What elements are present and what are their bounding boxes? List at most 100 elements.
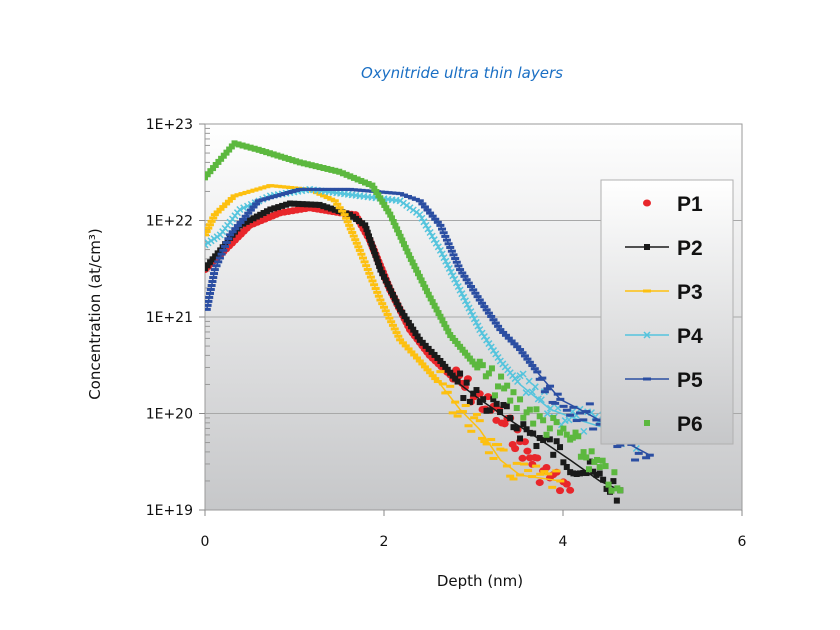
marker-dash bbox=[352, 241, 361, 245]
marker-square bbox=[376, 262, 383, 269]
marker-square bbox=[563, 431, 570, 438]
marker-dash bbox=[205, 295, 214, 299]
marker-dash bbox=[246, 208, 255, 212]
marker-dash bbox=[213, 210, 222, 214]
marker-square bbox=[563, 463, 570, 470]
marker-dash bbox=[316, 192, 325, 196]
marker-square bbox=[296, 159, 303, 166]
marker-dash bbox=[205, 233, 209, 237]
marker-square bbox=[385, 208, 392, 215]
marker-dash bbox=[452, 260, 461, 264]
marker-square bbox=[402, 244, 409, 251]
marker-x-stroke bbox=[519, 370, 527, 378]
marker-dash bbox=[212, 264, 221, 268]
marker-x-stroke bbox=[444, 261, 452, 269]
marker-square bbox=[420, 281, 427, 288]
marker-dash bbox=[487, 314, 496, 318]
legend-box bbox=[600, 179, 734, 445]
marker-square bbox=[327, 205, 334, 212]
marker-x-stroke bbox=[494, 353, 502, 362]
marker-dash bbox=[333, 202, 342, 206]
marker-dash bbox=[458, 410, 467, 414]
marker-x-stroke bbox=[240, 204, 248, 212]
marker-square bbox=[299, 201, 306, 208]
marker-square bbox=[482, 373, 489, 380]
marker-x bbox=[467, 308, 475, 316]
marker-square bbox=[457, 370, 464, 377]
marker-square bbox=[485, 370, 492, 377]
marker-x bbox=[240, 204, 248, 212]
marker-dash bbox=[362, 264, 371, 268]
marker-dash bbox=[501, 333, 510, 337]
marker-square bbox=[212, 161, 219, 168]
marker-square bbox=[399, 237, 406, 244]
marker-square bbox=[577, 470, 584, 477]
marker-dash bbox=[513, 345, 522, 349]
marker-x bbox=[420, 218, 428, 226]
marker-square bbox=[372, 251, 379, 258]
marker-square bbox=[586, 458, 593, 465]
marker-dash bbox=[451, 257, 460, 261]
marker-square bbox=[523, 426, 530, 433]
marker-square bbox=[205, 174, 208, 181]
marker-square bbox=[350, 174, 357, 181]
marker-square bbox=[339, 170, 346, 177]
marker-dash bbox=[556, 397, 565, 401]
marker-square bbox=[353, 215, 360, 222]
marker-x bbox=[483, 336, 491, 344]
chart-title: Oxynitride ultra thin layers bbox=[361, 64, 563, 82]
marker-square bbox=[365, 181, 372, 188]
marker-x bbox=[528, 388, 536, 396]
marker-x-stroke bbox=[458, 290, 466, 298]
marker-dash bbox=[643, 377, 651, 381]
marker-dash bbox=[323, 196, 332, 200]
marker-dash bbox=[438, 382, 447, 386]
marker-square bbox=[600, 476, 607, 483]
marker-dash bbox=[345, 223, 354, 227]
marker-circle bbox=[562, 480, 571, 488]
marker-square bbox=[410, 326, 417, 333]
marker-dash bbox=[404, 347, 413, 351]
legend: P1 P2 P3 P4 P5 P6 bbox=[600, 179, 734, 445]
marker-x bbox=[442, 257, 450, 265]
marker-circle bbox=[535, 479, 544, 487]
legend-item-p1: P1 bbox=[643, 193, 703, 216]
marker-square bbox=[336, 168, 343, 175]
marker-dash bbox=[210, 272, 219, 276]
marker-dash bbox=[491, 321, 500, 325]
x-tick-label: 4 bbox=[559, 534, 568, 550]
marker-square bbox=[243, 143, 250, 150]
legend-label: P3 bbox=[677, 281, 703, 304]
marker-square bbox=[412, 330, 419, 337]
marker-dash bbox=[540, 390, 549, 394]
marker-square bbox=[423, 288, 430, 295]
marker-dash bbox=[494, 443, 503, 447]
marker-dash bbox=[512, 461, 521, 465]
marker-square bbox=[350, 213, 357, 220]
marker-x-stroke bbox=[546, 404, 555, 412]
marker-square bbox=[517, 435, 524, 442]
marker-square bbox=[517, 396, 524, 403]
marker-dash bbox=[209, 276, 218, 280]
marker-dash bbox=[471, 291, 480, 295]
marker-dash bbox=[458, 271, 467, 275]
marker-dash bbox=[552, 469, 561, 473]
marker-x-stroke bbox=[454, 282, 462, 291]
marker-dash bbox=[464, 424, 473, 428]
marker-dash bbox=[439, 231, 448, 235]
marker-dash bbox=[407, 350, 416, 354]
marker-square bbox=[371, 185, 378, 192]
marker-square bbox=[303, 201, 310, 208]
marker-square bbox=[397, 233, 404, 240]
marker-square bbox=[388, 215, 395, 222]
marker-square bbox=[223, 149, 230, 156]
legend-item-p6: P6 bbox=[644, 413, 703, 436]
marker-x-stroke bbox=[476, 326, 484, 334]
marker-square bbox=[466, 398, 473, 405]
marker-dash bbox=[342, 216, 351, 220]
marker-x bbox=[543, 410, 551, 418]
marker-square bbox=[617, 487, 624, 494]
marker-dash bbox=[343, 220, 352, 224]
marker-circle bbox=[533, 454, 542, 462]
marker-square bbox=[405, 319, 412, 326]
